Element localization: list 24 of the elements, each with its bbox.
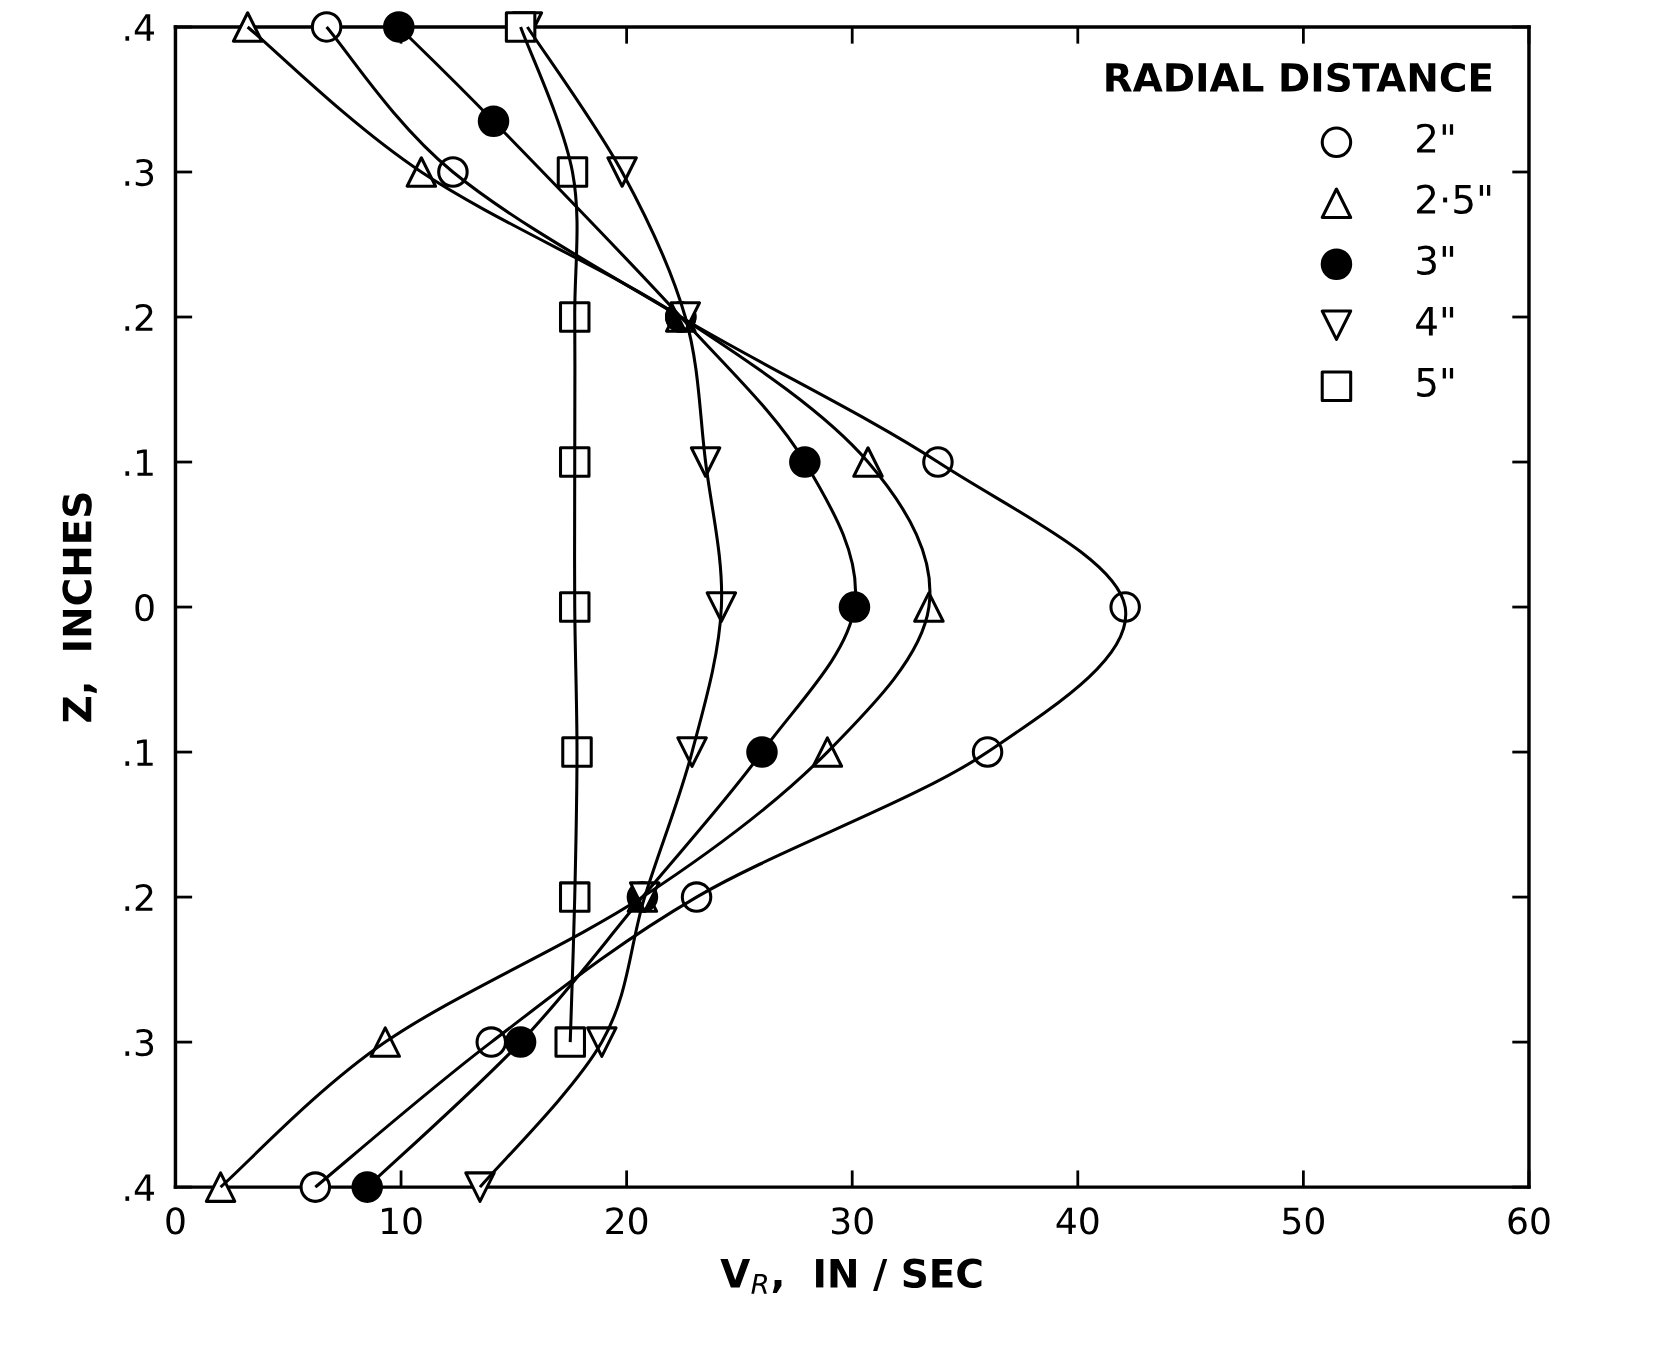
x-tick-label: 50: [1283, 1207, 1324, 1235]
legend-label: 2": [1417, 123, 1454, 153]
legend-label: 2·5": [1417, 184, 1491, 215]
legend-label: 4": [1416, 307, 1454, 336]
legend-label: 3": [1417, 245, 1454, 275]
y-tick-label: .3: [125, 158, 154, 187]
y-tick-label: .2: [125, 884, 153, 911]
x-axis-title: V$_{R}$, IN / SEC: [720, 1258, 982, 1294]
legend-label: 5": [1417, 368, 1454, 397]
y-tick-label: .4: [125, 14, 154, 41]
y-tick-label: .4: [125, 1174, 154, 1201]
x-tick-label: 20: [606, 1207, 648, 1235]
y-tick-label: 0: [135, 593, 154, 622]
legend-title: RADIAL DISTANCE: [1106, 62, 1492, 93]
y-tick-label: .2: [125, 303, 153, 331]
x-tick-label: 10: [382, 1207, 422, 1235]
x-tick-label: 60: [1508, 1207, 1550, 1235]
y-tick-label: .1: [125, 739, 153, 766]
x-tick-label: 30: [831, 1207, 873, 1235]
y-axis-title: Z, INCHES: [62, 493, 97, 722]
x-tick-label: 40: [1056, 1207, 1099, 1235]
y-tick-label: .3: [125, 1029, 154, 1057]
y-tick-label: .1: [125, 449, 153, 476]
x-tick-label: 0: [166, 1207, 185, 1235]
